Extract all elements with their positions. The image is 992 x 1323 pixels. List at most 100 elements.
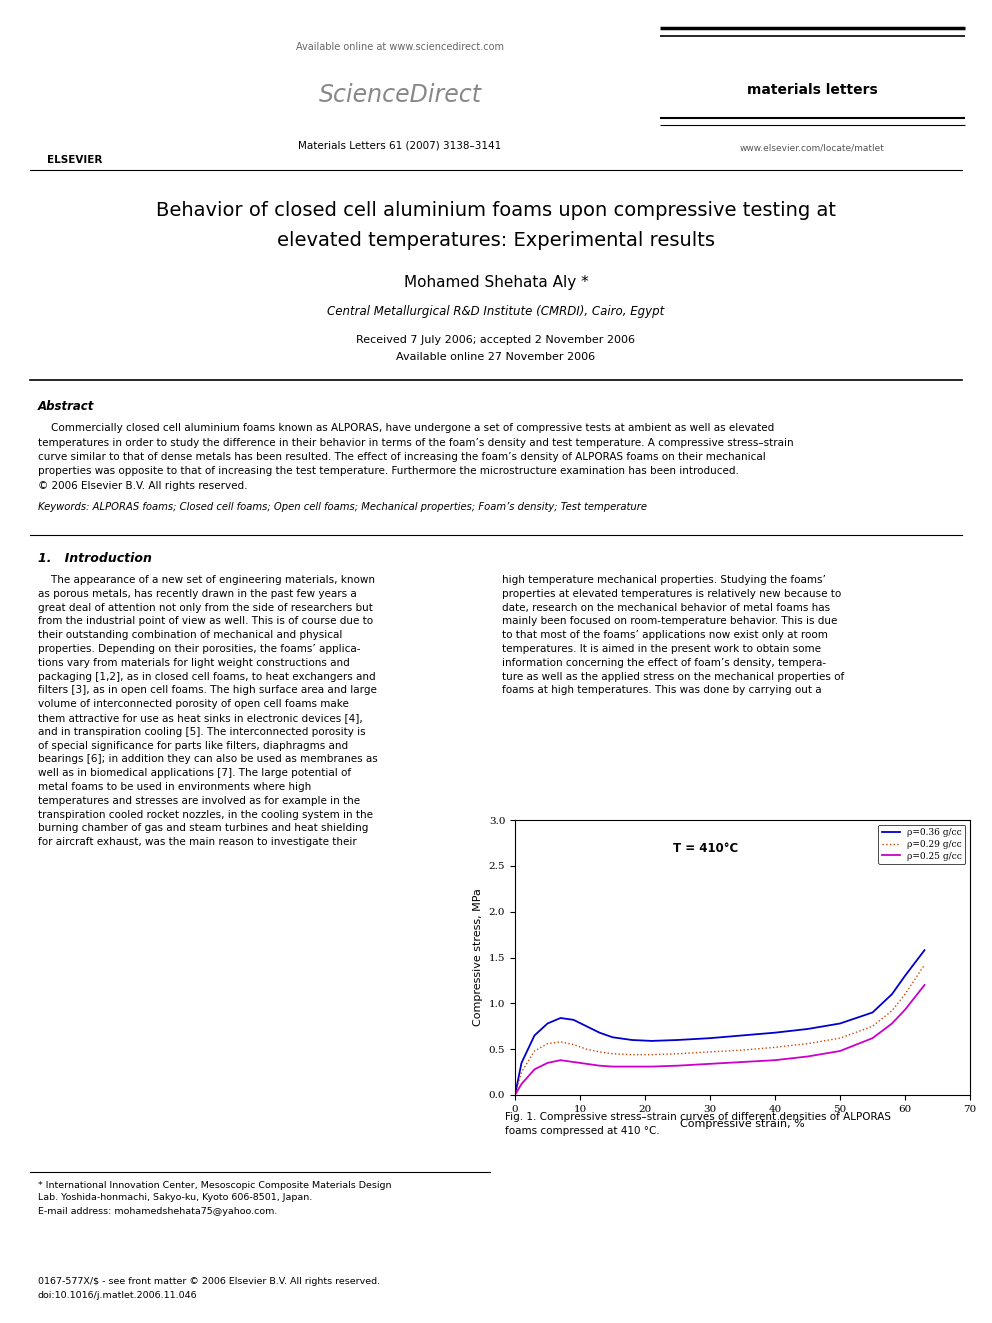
ρ=0.36 g/cc xyxy=(672,1032,683,1048)
ρ=0.25 g/cc xyxy=(593,1057,605,1073)
Text: mainly been focused on room-temperature behavior. This is due: mainly been focused on room-temperature … xyxy=(502,617,837,626)
ρ=0.36 g/cc xyxy=(626,1032,638,1048)
Text: packaging [1,2], as in closed cell foams, to heat exchangers and: packaging [1,2], as in closed cell foams… xyxy=(38,672,376,681)
ρ=0.36 g/cc xyxy=(516,1054,528,1070)
ρ=0.29 g/cc xyxy=(606,1045,618,1061)
ρ=0.25 g/cc xyxy=(672,1057,683,1073)
ρ=0.29 g/cc xyxy=(542,1036,554,1052)
ρ=0.25 g/cc xyxy=(886,1016,898,1032)
Text: Central Metallurgical R&D Institute (CMRDI), Cairo, Egypt: Central Metallurgical R&D Institute (CMR… xyxy=(327,306,665,319)
Line: ρ=0.29 g/cc: ρ=0.29 g/cc xyxy=(515,964,925,1095)
ρ=0.25 g/cc xyxy=(704,1056,716,1072)
ρ=0.25 g/cc xyxy=(516,1076,528,1091)
Text: date, research on the mechanical behavior of metal foams has: date, research on the mechanical behavio… xyxy=(502,602,830,613)
ρ=0.29 g/cc xyxy=(834,1031,846,1046)
Text: Available online at www.sciencedirect.com: Available online at www.sciencedirect.co… xyxy=(296,42,504,52)
Text: as porous metals, has recently drawn in the past few years a: as porous metals, has recently drawn in … xyxy=(38,589,357,599)
ρ=0.29 g/cc xyxy=(672,1045,683,1061)
Line: ρ=0.25 g/cc: ρ=0.25 g/cc xyxy=(515,986,925,1095)
ρ=0.25 g/cc xyxy=(867,1031,879,1046)
ρ=0.29 g/cc xyxy=(867,1019,879,1035)
ρ=0.25 g/cc xyxy=(919,978,930,994)
ρ=0.36 g/cc xyxy=(919,942,930,958)
Text: 0167-577X/$ - see front matter © 2006 Elsevier B.V. All rights reserved.: 0167-577X/$ - see front matter © 2006 El… xyxy=(38,1278,380,1286)
ρ=0.25 g/cc xyxy=(509,1088,521,1103)
Text: well as in biomedical applications [7]. The large potential of: well as in biomedical applications [7]. … xyxy=(38,769,351,778)
Text: great deal of attention not only from the side of researchers but: great deal of attention not only from th… xyxy=(38,602,373,613)
Text: and in transpiration cooling [5]. The interconnected porosity is: and in transpiration cooling [5]. The in… xyxy=(38,726,366,737)
Text: properties. Depending on their porosities, the foams’ applica-: properties. Depending on their porositie… xyxy=(38,644,360,654)
Text: properties at elevated temperatures is relatively new because to: properties at elevated temperatures is r… xyxy=(502,589,841,599)
ρ=0.29 g/cc xyxy=(646,1046,658,1062)
Text: temperatures in order to study the difference in their behavior in terms of the : temperatures in order to study the diffe… xyxy=(38,438,794,447)
ρ=0.29 g/cc xyxy=(529,1043,541,1058)
ρ=0.36 g/cc xyxy=(886,986,898,1002)
Text: metal foams to be used in environments where high: metal foams to be used in environments w… xyxy=(38,782,311,792)
Text: Fig. 1. Compressive stress–strain curves of different densities of ALPORAS: Fig. 1. Compressive stress–strain curves… xyxy=(505,1113,891,1122)
Text: Mohamed Shehata Aly *: Mohamed Shehata Aly * xyxy=(404,274,588,290)
ρ=0.25 g/cc xyxy=(529,1061,541,1077)
ρ=0.29 g/cc xyxy=(769,1040,781,1056)
ρ=0.25 g/cc xyxy=(626,1058,638,1074)
Text: to that most of the foams’ applications now exist only at room: to that most of the foams’ applications … xyxy=(502,630,828,640)
Y-axis label: Compressive stress, MPa: Compressive stress, MPa xyxy=(473,889,483,1027)
ρ=0.36 g/cc xyxy=(555,1009,566,1025)
ρ=0.29 g/cc xyxy=(580,1041,592,1057)
Text: ScienceDirect: ScienceDirect xyxy=(318,83,481,107)
ρ=0.36 g/cc xyxy=(736,1028,748,1044)
ρ=0.36 g/cc xyxy=(593,1025,605,1041)
Text: Materials Letters 61 (2007) 3138–3141: Materials Letters 61 (2007) 3138–3141 xyxy=(299,140,502,149)
ρ=0.25 g/cc xyxy=(646,1058,658,1074)
Text: Abstract: Abstract xyxy=(38,400,94,413)
Text: E-mail address: mohamedshehata75@yahoo.com.: E-mail address: mohamedshehata75@yahoo.c… xyxy=(38,1207,278,1216)
ρ=0.36 g/cc xyxy=(834,1016,846,1032)
Text: Lab. Yoshida-honmachi, Sakyo-ku, Kyoto 606-8501, Japan.: Lab. Yoshida-honmachi, Sakyo-ku, Kyoto 6… xyxy=(38,1193,312,1203)
Text: Keywords: ALPORAS foams; Closed cell foams; Open cell foams; Mechanical properti: Keywords: ALPORAS foams; Closed cell foa… xyxy=(38,501,647,512)
Text: bearings [6]; in addition they can also be used as membranes as: bearings [6]; in addition they can also … xyxy=(38,754,378,765)
ρ=0.36 g/cc xyxy=(606,1029,618,1045)
Text: burning chamber of gas and steam turbines and heat shielding: burning chamber of gas and steam turbine… xyxy=(38,823,368,833)
ρ=0.36 g/cc xyxy=(567,1012,579,1028)
ρ=0.25 g/cc xyxy=(606,1058,618,1074)
Text: curve similar to that of dense metals has been resulted. The effect of increasin: curve similar to that of dense metals ha… xyxy=(38,452,766,462)
ρ=0.36 g/cc xyxy=(802,1021,813,1037)
Text: high temperature mechanical properties. Studying the foams’: high temperature mechanical properties. … xyxy=(502,576,826,585)
ρ=0.29 g/cc xyxy=(567,1037,579,1053)
Text: temperatures and stresses are involved as for example in the: temperatures and stresses are involved a… xyxy=(38,796,360,806)
Text: them attractive for use as heat sinks in electronic devices [4],: them attractive for use as heat sinks in… xyxy=(38,713,363,722)
Text: doi:10.1016/j.matlet.2006.11.046: doi:10.1016/j.matlet.2006.11.046 xyxy=(38,1290,197,1299)
Text: filters [3], as in open cell foams. The high surface area and large: filters [3], as in open cell foams. The … xyxy=(38,685,377,696)
Text: Behavior of closed cell aluminium foams upon compressive testing at: Behavior of closed cell aluminium foams … xyxy=(156,201,836,220)
ρ=0.29 g/cc xyxy=(593,1044,605,1060)
Text: transpiration cooled rocket nozzles, in the cooling system in the: transpiration cooled rocket nozzles, in … xyxy=(38,810,373,820)
Text: elevated temperatures: Experimental results: elevated temperatures: Experimental resu… xyxy=(277,230,715,250)
Text: ture as well as the applied stress on the mechanical properties of: ture as well as the applied stress on th… xyxy=(502,672,844,681)
Text: T = 410°C: T = 410°C xyxy=(674,841,739,855)
ρ=0.36 g/cc xyxy=(509,1088,521,1103)
ρ=0.36 g/cc xyxy=(704,1031,716,1046)
ρ=0.36 g/cc xyxy=(867,1004,879,1020)
ρ=0.25 g/cc xyxy=(567,1054,579,1070)
ρ=0.36 g/cc xyxy=(769,1025,781,1041)
ρ=0.29 g/cc xyxy=(509,1088,521,1103)
ρ=0.29 g/cc xyxy=(555,1033,566,1049)
ρ=0.29 g/cc xyxy=(736,1043,748,1058)
Text: foams at high temperatures. This was done by carrying out a: foams at high temperatures. This was don… xyxy=(502,685,821,696)
Text: © 2006 Elsevier B.V. All rights reserved.: © 2006 Elsevier B.V. All rights reserved… xyxy=(38,482,247,491)
ρ=0.36 g/cc xyxy=(542,1016,554,1032)
ρ=0.29 g/cc xyxy=(626,1046,638,1062)
Text: Available online 27 November 2006: Available online 27 November 2006 xyxy=(397,352,595,363)
Text: www.elsevier.com/locate/matlet: www.elsevier.com/locate/matlet xyxy=(740,143,885,152)
ρ=0.25 g/cc xyxy=(834,1043,846,1058)
Text: from the industrial point of view as well. This is of course due to: from the industrial point of view as wel… xyxy=(38,617,373,626)
Text: Commercially closed cell aluminium foams known as ALPORAS, have undergone a set : Commercially closed cell aluminium foams… xyxy=(38,423,774,433)
ρ=0.25 g/cc xyxy=(802,1049,813,1065)
Text: temperatures. It is aimed in the present work to obtain some: temperatures. It is aimed in the present… xyxy=(502,644,821,654)
ρ=0.25 g/cc xyxy=(769,1052,781,1068)
Text: properties was opposite to that of increasing the test temperature. Furthermore : properties was opposite to that of incre… xyxy=(38,467,739,476)
Text: of special significance for parts like filters, diaphragms and: of special significance for parts like f… xyxy=(38,741,348,750)
Text: volume of interconnected porosity of open cell foams make: volume of interconnected porosity of ope… xyxy=(38,699,349,709)
ρ=0.29 g/cc xyxy=(919,957,930,972)
Text: 1.   Introduction: 1. Introduction xyxy=(38,552,152,565)
Text: materials letters: materials letters xyxy=(747,83,877,97)
